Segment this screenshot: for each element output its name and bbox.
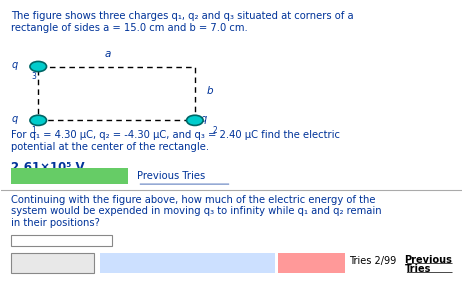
Text: q: q bbox=[11, 60, 18, 70]
Circle shape bbox=[187, 115, 203, 126]
Text: 2: 2 bbox=[212, 126, 217, 135]
FancyBboxPatch shape bbox=[10, 253, 93, 273]
Text: q: q bbox=[201, 114, 207, 124]
Text: a: a bbox=[104, 49, 110, 59]
FancyBboxPatch shape bbox=[10, 235, 112, 246]
Text: b: b bbox=[206, 86, 213, 96]
Text: The figure shows three charges q₁, q₂ and q₃ situated at corners of a
rectangle : The figure shows three charges q₁, q₂ an… bbox=[10, 11, 353, 33]
Text: Submit Answer: Submit Answer bbox=[18, 259, 86, 268]
Text: Tries: Tries bbox=[404, 264, 431, 274]
Text: Incorrect.: Incorrect. bbox=[280, 258, 335, 268]
FancyBboxPatch shape bbox=[10, 168, 128, 184]
Text: 3: 3 bbox=[31, 72, 36, 81]
Text: You have entered that answer
before: You have entered that answer before bbox=[105, 253, 252, 274]
Text: Previous: Previous bbox=[404, 255, 452, 265]
Text: 1: 1 bbox=[31, 126, 36, 135]
Text: You are correct.: You are correct. bbox=[13, 171, 102, 181]
Text: q: q bbox=[11, 114, 18, 124]
Text: 1.455 J: 1.455 J bbox=[15, 236, 46, 245]
Text: Previous Tries: Previous Tries bbox=[137, 171, 206, 181]
Text: For q₁ = 4.30 μC, q₂ = -4.30 μC, and q₃ = 2.40 μC find the electric
potential at: For q₁ = 4.30 μC, q₂ = -4.30 μC, and q₃ … bbox=[10, 130, 339, 152]
FancyBboxPatch shape bbox=[278, 253, 345, 273]
Circle shape bbox=[30, 61, 46, 72]
Text: 2.61×10⁵ V: 2.61×10⁵ V bbox=[10, 161, 84, 174]
Text: Continuing with the figure above, how much of the electric energy of the
system : Continuing with the figure above, how mu… bbox=[10, 194, 381, 228]
FancyBboxPatch shape bbox=[100, 253, 275, 273]
Circle shape bbox=[30, 115, 46, 126]
Text: Tries 2/99: Tries 2/99 bbox=[349, 255, 396, 265]
